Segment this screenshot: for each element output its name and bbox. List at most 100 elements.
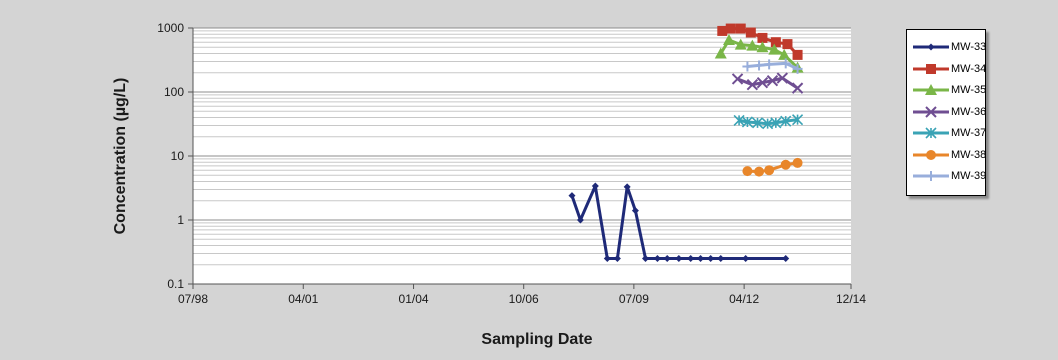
y-tick-label: 1 <box>177 213 184 227</box>
data-point <box>568 192 576 200</box>
series-mw-37 <box>733 114 804 130</box>
data-point <box>697 255 705 263</box>
y-tick-label: 0.1 <box>167 277 184 291</box>
data-point <box>754 166 765 177</box>
data-point <box>770 117 782 129</box>
data-point <box>746 79 759 91</box>
data-point <box>613 255 621 263</box>
data-point <box>742 166 753 177</box>
legend-item: MW-39 <box>911 167 987 185</box>
data-point <box>766 75 779 87</box>
data-point <box>717 25 728 36</box>
data-point <box>927 43 935 51</box>
x-axis-label: Sampling Date <box>481 331 592 348</box>
x-tick-labels: 07/98 04/01 01/04 10/06 07/09 04/12 12/14 <box>178 284 866 306</box>
legend: MW-33 MW-34 MW-35 MW-36 MW-37 MW-38 MW-39 <box>906 29 986 196</box>
data-point <box>925 105 937 118</box>
data-point <box>780 159 791 170</box>
data-point <box>623 183 631 191</box>
data-point <box>770 37 781 48</box>
y-tick-label: 10 <box>171 149 185 163</box>
data-point <box>926 63 936 74</box>
data-point <box>926 171 936 181</box>
legend-swatch <box>913 149 949 160</box>
data-point <box>754 60 765 71</box>
data-point <box>576 216 584 224</box>
data-point <box>717 255 725 263</box>
data-point <box>925 84 937 95</box>
data-point <box>741 116 753 128</box>
data-point <box>742 255 750 263</box>
data-point <box>603 255 611 263</box>
legend-item: MW-38 <box>911 146 987 164</box>
legend-label: MW-33 <box>951 41 987 53</box>
legend-item: MW-37 <box>911 124 987 142</box>
x-tick-label: 07/09 <box>619 292 649 306</box>
series-mw-38 <box>742 157 803 177</box>
y-tick-labels: 0.1 1 10 100 1000 <box>157 21 193 291</box>
legend-item: MW-35 <box>911 81 987 99</box>
data-point <box>734 38 747 50</box>
x-tick-label: 12/14 <box>836 292 866 306</box>
data-point <box>653 255 661 263</box>
series-mw-33 <box>568 182 790 263</box>
legend-item: MW-33 <box>911 38 987 56</box>
data-point <box>731 73 744 85</box>
data-point <box>792 157 803 168</box>
data-point <box>768 43 781 55</box>
legend-label: MW-39 <box>951 170 987 182</box>
x-tick-label: 04/01 <box>288 292 318 306</box>
x-tick-label: 07/98 <box>178 292 208 306</box>
data-point <box>782 39 793 50</box>
data-point <box>742 61 753 72</box>
data-point <box>746 39 759 51</box>
data-point <box>663 255 671 263</box>
data-point <box>764 165 775 176</box>
legend-label: MW-34 <box>951 62 987 75</box>
legend-swatch <box>913 127 949 139</box>
series-mw-36 <box>731 72 804 94</box>
data-point <box>641 255 649 263</box>
data-point <box>791 82 804 94</box>
x-tick-label: 10/06 <box>509 292 539 306</box>
data-point <box>778 48 791 60</box>
legend-swatch <box>913 84 949 95</box>
data-point <box>764 59 775 70</box>
legend-label: MW-35 <box>951 84 987 96</box>
data-point <box>756 76 769 89</box>
data-point <box>745 27 756 38</box>
data-point <box>925 127 937 139</box>
data-point <box>780 58 791 69</box>
data-point <box>631 207 639 215</box>
legend-label: MW-37 <box>951 127 987 139</box>
legend-item: MW-36 <box>911 103 987 121</box>
data-point <box>725 23 736 34</box>
data-point <box>926 149 936 160</box>
data-point <box>792 49 803 60</box>
series-mw-34 <box>717 23 803 60</box>
data-point <box>675 255 683 263</box>
series-group <box>568 23 804 263</box>
legend-label: MW-36 <box>951 105 987 118</box>
legend-item: MW-34 <box>911 60 987 78</box>
legend-swatch <box>913 171 949 181</box>
data-point <box>757 32 768 43</box>
legend-swatch <box>913 63 949 74</box>
data-point <box>782 255 790 263</box>
y-tick-label: 1000 <box>157 21 184 35</box>
legend-swatch <box>913 105 949 118</box>
y-axis-label: Concentration (µg/L) <box>112 78 129 235</box>
x-tick-label: 04/12 <box>729 292 759 306</box>
y-tick-label: 100 <box>164 85 184 99</box>
data-point <box>756 41 769 53</box>
data-point <box>776 72 789 84</box>
data-point <box>780 115 792 127</box>
data-point <box>714 47 727 59</box>
x-tick-label: 01/04 <box>399 292 429 306</box>
data-point <box>591 182 599 190</box>
data-point <box>751 117 764 129</box>
data-point <box>735 23 746 34</box>
legend-label: MW-38 <box>951 148 987 161</box>
